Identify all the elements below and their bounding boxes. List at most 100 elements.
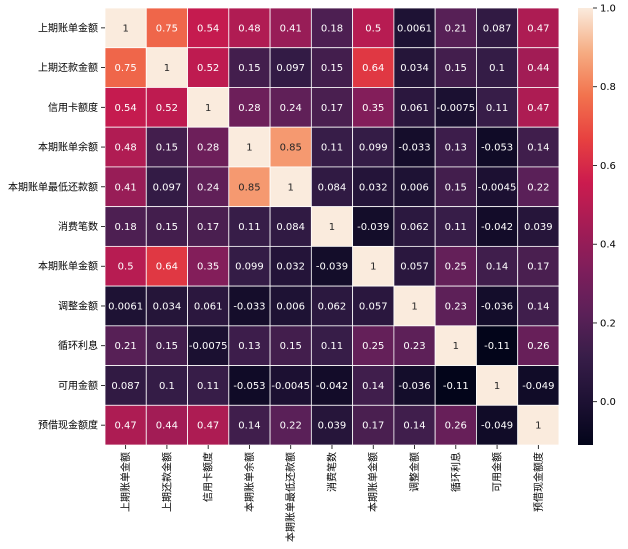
cell-value-label: 0.11 — [486, 103, 508, 114]
heatmap-cell — [393, 7, 436, 49]
heatmap-cell — [104, 166, 147, 208]
heatmap-cell — [476, 404, 519, 446]
cell-value-label: 0.084 — [318, 182, 347, 193]
y-tick-label: 调整金额 — [58, 299, 98, 312]
cell-value-label: 1 — [494, 381, 500, 392]
heatmap-cell — [187, 166, 230, 208]
heatmap-cell — [104, 47, 147, 88]
cell-value-label: 0.47 — [527, 103, 549, 114]
heatmap-cell — [310, 365, 354, 406]
cell-value-label: -0.039 — [316, 262, 348, 273]
cell-value-label: 0.14 — [527, 143, 549, 154]
y-tick-labels: 上期账单金额上期还款金额信用卡额度本期账单余额本期账单最低还款额消费笔数本期账单… — [8, 21, 105, 432]
cell-value-label: 0.18 — [321, 23, 343, 34]
cell-value-label: -0.042 — [481, 222, 513, 233]
x-tick-label: 本期账单余额 — [243, 452, 256, 512]
cell-value-label: 0.85 — [280, 143, 302, 154]
cell-value-label: -0.039 — [357, 222, 389, 233]
cell-value-label: 0.85 — [238, 182, 260, 193]
cell-value-label: 0.14 — [527, 301, 549, 312]
cell-value-label: 0.039 — [524, 222, 553, 233]
heatmap-cell — [517, 87, 560, 128]
cell-value-label: -0.11 — [484, 341, 510, 352]
cell-value-label: 0.75 — [115, 63, 137, 74]
heatmap-cell — [145, 166, 188, 208]
heatmap-cell — [352, 285, 395, 327]
heatmap-cell — [352, 325, 395, 366]
heatmap-cell — [352, 47, 395, 88]
cell-value-label: 0.52 — [197, 63, 219, 74]
cell-value-label: 0.006 — [400, 182, 429, 193]
heatmap-cell — [187, 126, 230, 168]
heatmap-cell — [269, 47, 312, 88]
colorbar-tick-label: 1.0 — [600, 4, 616, 15]
cell-value-label: -0.0045 — [271, 381, 310, 392]
cell-value-label: 0.25 — [362, 341, 384, 352]
cell-value-label: 0.099 — [235, 262, 264, 273]
cell-value-label: 0.087 — [111, 381, 140, 392]
cell-value-label: 0.057 — [359, 301, 388, 312]
cell-value-label: 0.52 — [156, 103, 178, 114]
heatmap-cell — [310, 7, 354, 49]
cell-value-label: 0.54 — [115, 103, 137, 114]
cell-value-label: 0.5 — [365, 23, 381, 34]
heatmap-cell — [393, 285, 436, 327]
heatmap-cell — [476, 285, 519, 327]
cell-value-label: 0.26 — [445, 421, 467, 432]
x-tick-label: 可用金额 — [491, 452, 504, 492]
heatmap-cell — [352, 166, 395, 208]
cell-value-label: 0.41 — [115, 182, 137, 193]
cell-value-label: 0.1 — [489, 63, 505, 74]
colorbar-tick-label: 0.8 — [600, 82, 616, 93]
cell-value-label: -0.0075 — [189, 341, 228, 352]
x-tick-label: 循环利息 — [449, 452, 462, 492]
cell-value-label: 0.24 — [197, 182, 219, 193]
heatmap-cell — [145, 245, 188, 287]
cell-value-label: 0.28 — [197, 143, 219, 154]
heatmap-cell — [104, 87, 147, 128]
cell-value-label: 0.22 — [527, 182, 549, 193]
heatmap-cell — [228, 126, 271, 168]
cell-value-label: 0.28 — [238, 103, 260, 114]
heatmap-cell — [517, 166, 560, 208]
colorbar-ticks: 0.0 0.2 0.4 0.6 0.8 1.0 — [593, 4, 616, 408]
cell-value-label: 0.1 — [159, 381, 175, 392]
cell-value-label: 0.087 — [483, 23, 512, 34]
heatmap-cell — [393, 404, 436, 446]
heatmap-cell — [228, 365, 271, 406]
cell-value-label: 0.15 — [445, 63, 467, 74]
cell-value-label: 0.47 — [197, 421, 219, 432]
cell-value-label: 0.11 — [445, 222, 467, 233]
y-tick-label: 预借现金额度 — [38, 419, 98, 432]
cell-value-label: 0.15 — [280, 341, 302, 352]
heatmap-cell — [269, 166, 312, 208]
heatmap-cell — [352, 87, 395, 128]
heatmap-cell — [145, 285, 188, 327]
heatmap-cell — [104, 325, 147, 366]
cell-value-label: 0.44 — [156, 421, 178, 432]
heatmap-cell — [228, 245, 271, 287]
x-tick-label: 调整金额 — [408, 452, 421, 492]
heatmap-cell — [476, 245, 519, 287]
cell-value-label: 0.032 — [359, 182, 388, 193]
heatmap-cell — [310, 47, 354, 88]
heatmap-cell — [104, 285, 147, 327]
cell-value-label: 0.17 — [527, 262, 549, 273]
heatmap-cell — [269, 87, 312, 128]
colorbar: 0.0 0.2 0.4 0.6 0.8 1.0 — [578, 4, 616, 445]
cell-value-label: 0.64 — [156, 262, 178, 273]
cell-value-label: 0.23 — [445, 301, 467, 312]
cell-value-label: -0.0075 — [436, 103, 475, 114]
heatmap-cell — [310, 285, 354, 327]
cell-value-label: 0.47 — [527, 23, 549, 34]
cell-value-label: 0.006 — [276, 301, 305, 312]
heatmap-cell — [393, 47, 436, 88]
cell-value-label: 0.039 — [318, 421, 347, 432]
heatmap-cell — [434, 87, 477, 128]
cell-value-label: 0.13 — [445, 143, 467, 154]
cell-value-label: 1 — [370, 262, 376, 273]
y-tick-label: 信用卡额度 — [48, 101, 98, 114]
cell-value-label: 0.084 — [276, 222, 305, 233]
cell-value-label: -0.049 — [481, 421, 513, 432]
heatmap-cell — [187, 7, 230, 49]
